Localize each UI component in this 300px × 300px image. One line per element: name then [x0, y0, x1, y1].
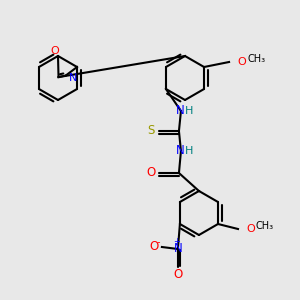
Text: O: O — [146, 167, 156, 179]
Text: O: O — [237, 57, 246, 67]
Text: CH₃: CH₃ — [247, 54, 265, 64]
Text: -: - — [156, 237, 160, 247]
Text: N: N — [176, 145, 184, 158]
Text: CH₃: CH₃ — [256, 221, 274, 231]
Text: O: O — [149, 241, 158, 254]
Text: N: N — [176, 104, 184, 118]
Text: H: H — [185, 106, 193, 116]
Text: H: H — [185, 146, 193, 156]
Text: O: O — [51, 46, 59, 56]
Text: O: O — [173, 268, 182, 281]
Text: S: S — [147, 124, 155, 137]
Text: N: N — [69, 73, 77, 82]
Text: +: + — [173, 238, 180, 247]
Text: N: N — [173, 242, 182, 254]
Text: O: O — [246, 224, 255, 234]
